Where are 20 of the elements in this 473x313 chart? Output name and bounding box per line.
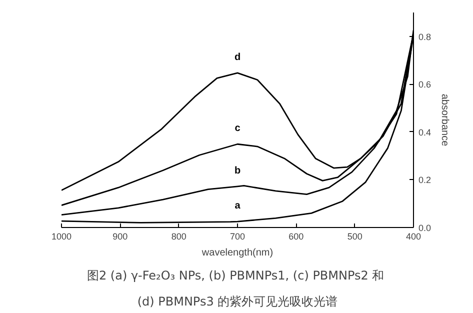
- y-tick-label: 0.2: [418, 175, 432, 186]
- series-label: b: [234, 165, 241, 176]
- x-tick-label: 400: [406, 232, 422, 242]
- x-tick-label: 800: [171, 232, 186, 242]
- y-tick-label: 0.6: [418, 80, 432, 90]
- x-tick-label: 1000: [51, 232, 72, 242]
- y-tick-label: 0.8: [418, 32, 432, 42]
- series-label: a: [234, 200, 241, 212]
- y-tick-label: 0.0: [418, 223, 432, 233]
- text: (d) PBMNPs3 的紫外可见光吸收光谱: [137, 294, 338, 308]
- series-label: c: [234, 123, 241, 134]
- caption: 图2 (a) γ-Fe₂O₃ NPs, (b) PBMNPs1, (c) PBMNPs2 和: [86, 268, 384, 282]
- series-label: d: [234, 52, 241, 63]
- x-tick-label: 900: [112, 232, 128, 242]
- x-tick-label: 700: [230, 232, 246, 242]
- x-tick-label: 600: [288, 232, 304, 242]
- x-tick-label: 500: [347, 232, 362, 242]
- y-tick-label: 0.4: [418, 127, 432, 138]
- y-axis-title: absorbance: [439, 94, 450, 147]
- x-axis-title: wavelength(nm): [200, 248, 274, 258]
